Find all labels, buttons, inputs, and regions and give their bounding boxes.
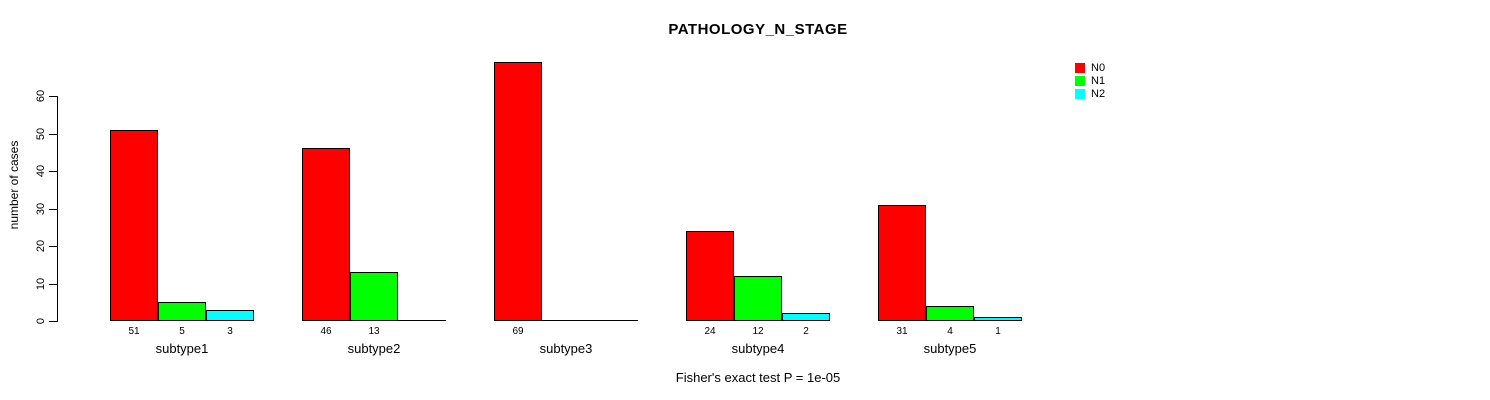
bar-n0-subtype4 xyxy=(686,231,734,321)
bar-value-label: 69 xyxy=(512,326,524,337)
statistical-test-annotation: Fisher's exact test P = 1e-05 xyxy=(675,370,841,385)
category-label-subtype4: subtype4 xyxy=(731,341,785,356)
bar-n1-subtype4 xyxy=(734,276,782,321)
chart-title: PATHOLOGY_N_STAGE xyxy=(668,21,848,38)
legend-label: N2 xyxy=(1091,88,1106,100)
category-label-subtype5: subtype5 xyxy=(923,341,977,356)
bar-zero-n2-subtype2 xyxy=(398,320,446,321)
y-axis-label: number of cases xyxy=(7,140,21,230)
bar-value-label: 1 xyxy=(995,326,1001,337)
y-axis-tick-label: 60 xyxy=(35,89,47,103)
y-axis-tick-label: 30 xyxy=(35,202,47,216)
bar-n2-subtype5 xyxy=(974,317,1022,321)
legend-item-n2: N2 xyxy=(1075,88,1106,100)
category-label-subtype3: subtype3 xyxy=(539,341,593,356)
bar-zero-n1-subtype3 xyxy=(542,320,590,321)
bar-n1-subtype5 xyxy=(926,306,974,321)
y-axis-tick xyxy=(49,284,57,285)
y-axis-tick-label: 10 xyxy=(35,277,47,291)
legend-item-n0: N0 xyxy=(1075,62,1106,74)
legend-swatch-n0 xyxy=(1075,63,1085,73)
y-axis-tick xyxy=(49,171,57,172)
bar-value-label: 31 xyxy=(896,326,908,337)
bar-n0-subtype5 xyxy=(878,205,926,321)
category-label-subtype2: subtype2 xyxy=(347,341,401,356)
bar-value-label: 2 xyxy=(803,326,809,337)
y-axis-tick-label: 40 xyxy=(35,164,47,178)
legend: N0 N1 N2 xyxy=(1075,63,1105,102)
legend-label: N1 xyxy=(1091,75,1106,87)
y-axis-tick-label: 0 xyxy=(35,317,47,325)
legend-swatch-n2 xyxy=(1075,89,1085,99)
bar-n1-subtype2 xyxy=(350,272,398,321)
bar-n0-subtype1 xyxy=(110,130,158,321)
bar-zero-n2-subtype3 xyxy=(590,320,638,321)
bar-value-label: 24 xyxy=(704,326,716,337)
legend-item-n1: N1 xyxy=(1075,75,1106,87)
bar-n2-subtype4 xyxy=(782,313,830,321)
y-axis-tick xyxy=(49,134,57,135)
bar-value-label: 13 xyxy=(368,326,380,337)
y-axis-tick-label: 50 xyxy=(35,127,47,141)
y-axis-tick xyxy=(49,246,57,247)
bar-value-label: 12 xyxy=(752,326,764,337)
y-axis-tick-label: 20 xyxy=(35,239,47,253)
bar-n0-subtype2 xyxy=(302,148,350,321)
legend-swatch-n1 xyxy=(1075,76,1085,86)
y-axis-line xyxy=(57,96,58,322)
y-axis-tick xyxy=(49,96,57,97)
y-axis-tick xyxy=(49,321,57,322)
legend-label: N0 xyxy=(1091,62,1106,74)
bar-value-label: 51 xyxy=(128,326,140,337)
bar-value-label: 3 xyxy=(227,326,233,337)
bar-n1-subtype1 xyxy=(158,302,206,321)
bar-value-label: 46 xyxy=(320,326,332,337)
bar-n0-subtype3 xyxy=(494,62,542,321)
bar-value-label: 5 xyxy=(179,326,185,337)
category-label-subtype1: subtype1 xyxy=(155,341,209,356)
y-axis-tick xyxy=(49,209,57,210)
bar-value-label: 4 xyxy=(947,326,953,337)
bar-n2-subtype1 xyxy=(206,310,254,321)
